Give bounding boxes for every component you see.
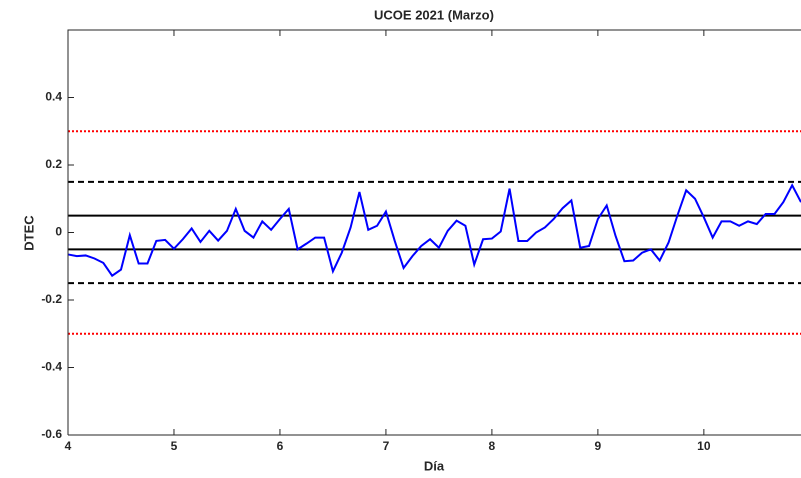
axes-box: [67, 29, 801, 436]
y-tick-label: -0.4: [41, 360, 62, 374]
x-tick-label: 7: [383, 439, 390, 453]
x-tick-label: 8: [489, 439, 496, 453]
y-tick-label: 0.4: [45, 90, 62, 104]
x-tick-label: 6: [277, 439, 284, 453]
y-tick-label: 0: [55, 225, 62, 239]
x-tick-label: 4: [65, 439, 72, 453]
data-line: [67, 183, 801, 278]
x-tick-label: 5: [171, 439, 178, 453]
y-tick-label: 0.2: [45, 157, 62, 171]
x-tick-label: 10: [697, 439, 711, 453]
chart-title: UCOE 2021 (Marzo): [374, 7, 494, 22]
y-axis-label: DTEC: [21, 215, 36, 251]
y-tick-label: -0.6: [41, 427, 62, 441]
x-axis-label: Día: [424, 458, 445, 473]
y-tick-label: -0.2: [41, 292, 62, 306]
x-tick-label: 9: [595, 439, 602, 453]
